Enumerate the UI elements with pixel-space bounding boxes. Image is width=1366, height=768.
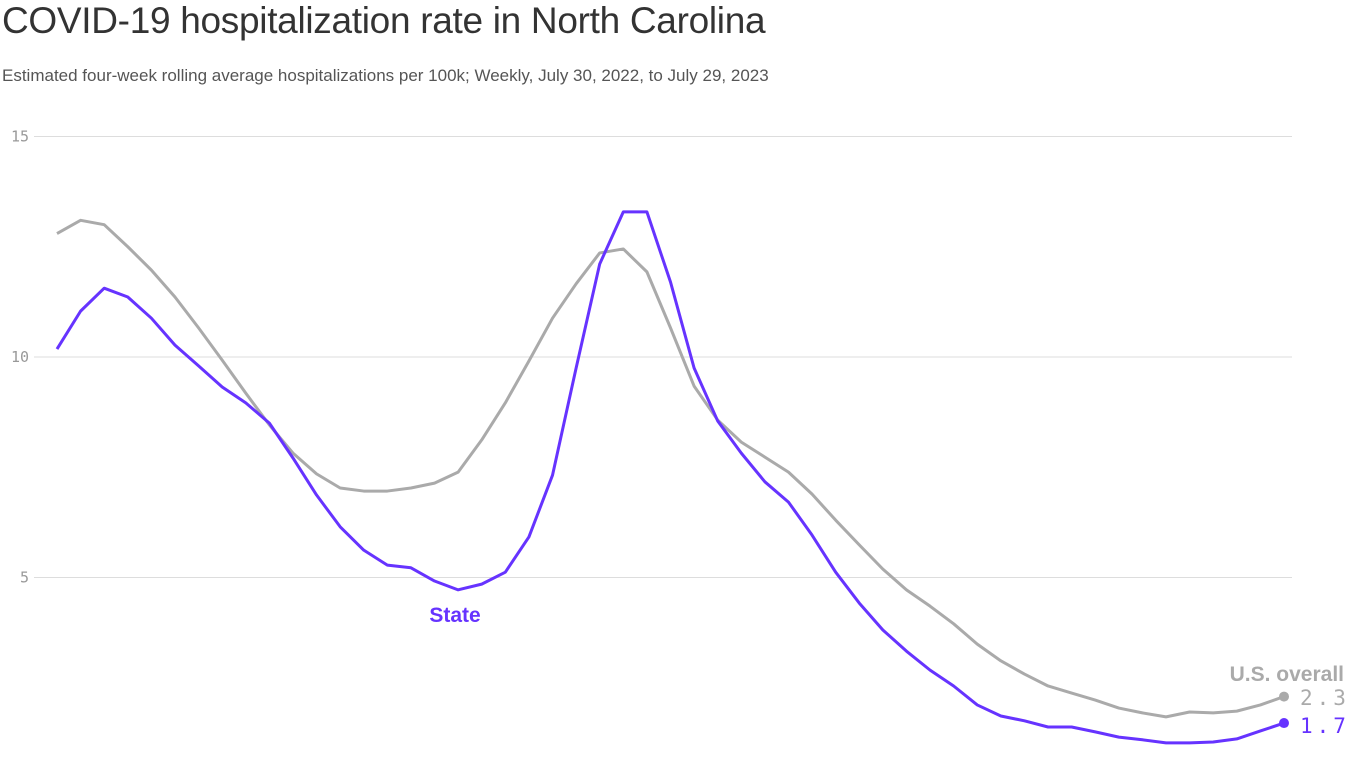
series-line-state bbox=[55, 210, 1285, 745]
end-label-state: 1.7 bbox=[1300, 714, 1350, 738]
series-label-state: State bbox=[429, 604, 480, 627]
series-label-us-overall: U.S. overall bbox=[1230, 663, 1344, 686]
y-tick-label: 10 bbox=[11, 348, 29, 366]
y-tick-label: 5 bbox=[20, 569, 29, 587]
chart-subtitle: Estimated four-week rolling average hosp… bbox=[2, 66, 769, 85]
chart-title: COVID-19 hospitalization rate in North C… bbox=[2, 0, 766, 41]
end-point-us-overall bbox=[1279, 691, 1289, 702]
series-line-us-overall bbox=[56, 218, 1285, 719]
end-point-state bbox=[1279, 718, 1289, 729]
y-tick-label: 15 bbox=[11, 128, 29, 146]
end-label-us-overall: 2.3 bbox=[1300, 686, 1350, 710]
